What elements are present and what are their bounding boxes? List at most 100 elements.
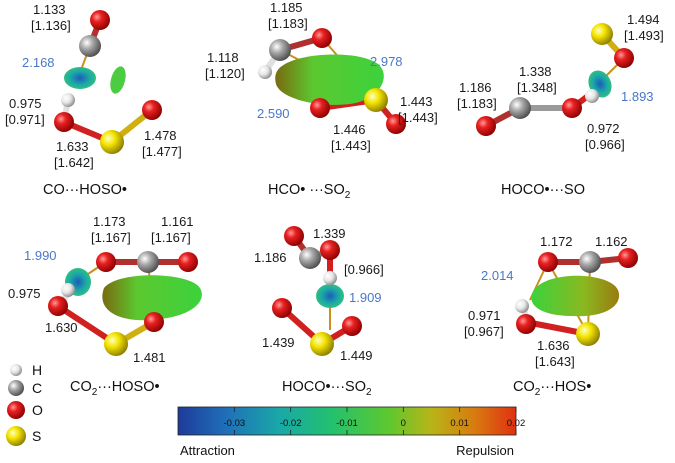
hbond-length: 2.978 — [370, 54, 403, 69]
oxygen-atom — [272, 298, 292, 318]
panel-hoco-so: 1.494 [1.493] 1.338 [1.348] 1.186 [1.183… — [457, 12, 664, 198]
bond-length: 1.636 — [537, 338, 570, 353]
panel-co-hoso: 1.133 [1.136] 2.168 0.975 [0.971] 1.478 … — [5, 2, 182, 198]
sulfur-swatch — [6, 426, 26, 446]
carbon-atom — [137, 251, 159, 273]
oxygen-atom — [48, 296, 68, 316]
bond-length: 1.185 — [270, 0, 303, 15]
legend-item-sulfur: S — [6, 426, 41, 446]
oxygen-atom — [144, 312, 164, 332]
bond-length: [1.167] — [91, 230, 131, 245]
legend-item-carbon: C — [8, 380, 42, 396]
interaction-surface — [275, 54, 384, 105]
bond-length: 1.186 — [459, 80, 492, 95]
oxygen-atom — [562, 98, 582, 118]
carbon-atom — [269, 39, 291, 61]
panel-label: HCO• ···SO2 — [268, 182, 351, 201]
hbond-length: 2.168 — [22, 55, 55, 70]
bond-length: 0.975 — [9, 96, 42, 111]
bond-length: 1.446 — [333, 122, 366, 137]
bond-length: [1.136] — [31, 18, 71, 33]
colorbar-tick-label: -0.03 — [224, 418, 246, 429]
sulfur-atom — [576, 322, 600, 346]
bond-length: 1.186 — [254, 250, 287, 265]
panel-label: HOCO•···SO2 — [282, 379, 372, 398]
panel-label: CO2···HOSO• — [70, 379, 160, 398]
bond-length: [0.966] — [585, 137, 625, 152]
bond-length: [1.493] — [624, 28, 664, 43]
legend-label: H — [32, 362, 42, 378]
bond-length: 1.449 — [340, 348, 373, 363]
bond-length: [1.643] — [535, 354, 575, 369]
sulfur-atom — [100, 130, 124, 154]
colorbar-tick-label: -0.01 — [336, 418, 358, 429]
hydrogen-atom — [61, 283, 75, 297]
bond-length: 1.443 — [400, 94, 433, 109]
atom-legend: H C O S — [6, 362, 43, 446]
oxygen-atom — [386, 114, 406, 134]
panel-label: CO···HOSO• — [43, 182, 127, 198]
colorbar: -0.03 -0.02 -0.01 0 0.01 0.02 Attraction Repu… — [177, 406, 525, 458]
bond-length: 1.161 — [161, 214, 194, 229]
oxygen-atom — [312, 28, 332, 48]
legend-item-hydrogen: H — [10, 362, 42, 378]
bond-length: [0.971] — [5, 112, 45, 127]
panel-label: HOCO•···SO — [501, 182, 585, 198]
attraction-label: Attraction — [180, 443, 235, 458]
bond-length: 1.439 — [262, 335, 295, 350]
panel-hoco-so2: 1.339 1.186 [0.966] 1.909 1.439 1.449 HO… — [254, 226, 384, 398]
bond-length: 1.339 — [313, 226, 346, 241]
bond-length: [1.642] — [54, 155, 94, 170]
oxygen-atom — [614, 48, 634, 68]
bond-length: [1.183] — [457, 96, 497, 111]
bond-length: 1.118 — [207, 50, 239, 65]
legend-label: O — [32, 402, 43, 418]
bond-length: 0.972 — [587, 121, 620, 136]
panel-label: CO2···HOS• — [513, 379, 591, 398]
oxygen-atom — [90, 10, 110, 30]
bond-length: 1.173 — [93, 214, 126, 229]
oxygen-atom — [320, 240, 340, 260]
hbond-length: 1.909 — [349, 290, 382, 305]
sulfur-atom — [310, 332, 334, 356]
carbon-atom — [79, 35, 101, 57]
hydrogen-atom — [585, 89, 599, 103]
oxygen-atom — [54, 112, 74, 132]
bond-length: [1.348] — [517, 80, 557, 95]
hydrogen-swatch — [10, 364, 22, 376]
oxygen-atom — [178, 252, 198, 272]
interaction-surface — [102, 275, 202, 321]
bond-length: [1.120] — [205, 66, 245, 81]
oxygen-atom — [538, 252, 558, 272]
bond-length: 1.162 — [595, 234, 628, 249]
bond-length: 1.633 — [56, 139, 89, 154]
bond-length: [1.443] — [398, 110, 438, 125]
interaction-surface — [110, 66, 126, 94]
bond-length: [1.167] — [151, 230, 191, 245]
hydrogen-atom — [515, 299, 529, 313]
repulsion-label: Repulsion — [456, 443, 514, 458]
bond-length: 0.975 — [8, 286, 41, 301]
colorbar-tick-label: 0 — [401, 418, 406, 429]
colorbar-tick-label: -0.02 — [280, 418, 302, 429]
bond-length: 1.338 — [519, 64, 552, 79]
hbond-length: 1.893 — [621, 89, 654, 104]
hbond-length: 2.014 — [481, 268, 514, 283]
oxygen-atom — [618, 248, 638, 268]
hbond-length: 2.590 — [257, 106, 290, 121]
oxygen-swatch — [7, 401, 25, 419]
interaction-surface — [531, 275, 620, 317]
panel-co2-hos: 1.172 1.162 2.014 0.971 [0.967] 1.636 [1… — [464, 234, 638, 398]
hydrogen-atom — [323, 271, 337, 285]
carbon-atom — [299, 247, 321, 269]
hbond-length: 1.990 — [24, 248, 57, 263]
panel-co2-hoso: 1.173 [1.167] 1.161 [1.167] 1.990 0.975 … — [8, 214, 202, 398]
oxygen-atom — [476, 116, 496, 136]
oxygen-atom — [96, 252, 116, 272]
bond-length: [1.477] — [142, 144, 182, 159]
interaction-surface — [316, 284, 344, 308]
oxygen-atom — [284, 226, 304, 246]
bond-length: [0.966] — [344, 262, 384, 277]
bond-length: 1.494 — [627, 12, 660, 27]
sulfur-atom — [104, 332, 128, 356]
